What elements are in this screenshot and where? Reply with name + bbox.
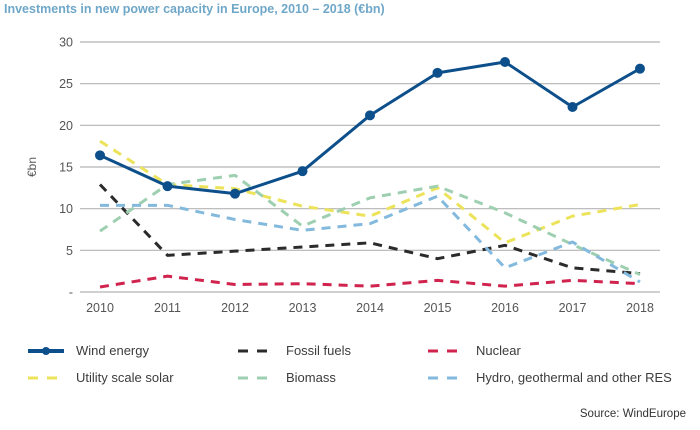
- series-hydro-geothermal-and-other-res: [100, 194, 641, 284]
- x-tick-label: 2013: [289, 301, 317, 315]
- data-point: [365, 110, 375, 121]
- y-tick-label: 25: [59, 77, 73, 91]
- x-tick-label: 2014: [356, 301, 384, 315]
- series-line: [98, 183, 641, 276]
- legend-label: Hydro, geothermal and other RES: [476, 370, 672, 385]
- data-point: [230, 188, 240, 199]
- legend-item: Hydro, geothermal and other RES: [426, 370, 672, 385]
- gridlines: [80, 41, 660, 293]
- legend-swatch: [28, 376, 64, 379]
- legend-swatch: [28, 346, 64, 355]
- data-point: [432, 67, 443, 78]
- x-tick-label: 2017: [559, 301, 587, 315]
- series-utility-scale-solar: [99, 139, 641, 245]
- data-point: [162, 181, 173, 192]
- data-point: [95, 150, 105, 161]
- legend-swatch: [238, 376, 274, 379]
- legend-label: Utility scale solar: [76, 370, 174, 385]
- series-line: [99, 139, 641, 245]
- series-wind-energy: [95, 57, 645, 199]
- series-biomass: [99, 173, 641, 276]
- legend-label: Biomass: [286, 370, 336, 385]
- x-tick-labels: 2010 2011 2012 2013 2014 2015 2016 2017 2018: [86, 301, 654, 315]
- y-axis-label: €bn: [25, 157, 39, 177]
- y-tick-label: 20: [59, 119, 73, 133]
- series-line: [99, 60, 641, 196]
- legend-item: Wind energy: [26, 343, 149, 358]
- x-tick-label: 2011: [154, 301, 181, 315]
- legend-item: Biomass: [236, 370, 336, 385]
- x-tick-label: 2016: [491, 301, 519, 315]
- legend-item: Nuclear: [426, 343, 521, 358]
- y-tick-label: 5: [66, 244, 73, 258]
- series-line: [100, 194, 641, 284]
- series-lines: [95, 57, 645, 289]
- chart-title: Investments in new power capacity in Eur…: [4, 2, 385, 16]
- legend-label: Wind energy: [76, 343, 149, 358]
- legend-swatch: [428, 376, 464, 379]
- y-tick-labels: - 5 10 15 20 25 30: [59, 36, 73, 300]
- data-point: [297, 166, 308, 177]
- x-tick-label: 2012: [221, 301, 249, 315]
- y-tick-label: -: [69, 286, 73, 300]
- legend-item: Fossil fuels: [236, 343, 351, 358]
- legend-label: Nuclear: [476, 343, 521, 358]
- series-nuclear: [99, 274, 641, 289]
- x-tick-label: 2010: [86, 301, 114, 315]
- data-point: [635, 63, 645, 74]
- series-fossil-fuels: [98, 183, 641, 276]
- data-point: [567, 102, 578, 112]
- y-tick-label: 10: [59, 202, 73, 216]
- legend-swatch: [238, 349, 274, 352]
- legend-swatch: [428, 349, 464, 352]
- series-line: [99, 274, 641, 289]
- y-tick-label: 15: [59, 161, 73, 175]
- y-tick-label: 30: [59, 36, 73, 50]
- data-point: [500, 57, 510, 67]
- x-tick-label: 2015: [424, 301, 452, 315]
- source-note: Source: WindEurope: [579, 408, 686, 420]
- x-tick-label: 2018: [626, 301, 654, 315]
- legend-item: Utility scale solar: [26, 370, 174, 385]
- series-line: [99, 173, 641, 276]
- legend-label: Fossil fuels: [286, 343, 352, 358]
